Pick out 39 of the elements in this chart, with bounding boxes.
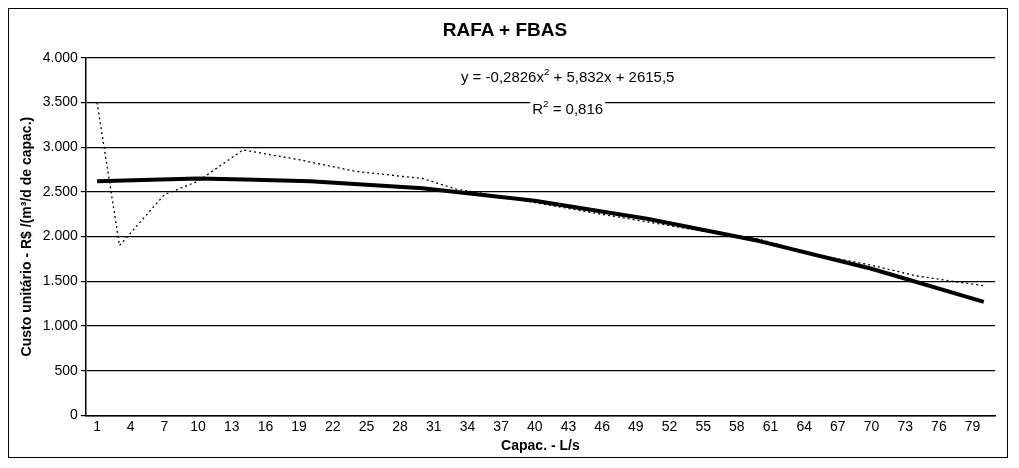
x-tick-label: 25 <box>358 417 375 434</box>
y-tick-label: 1.500 <box>42 272 79 289</box>
x-tick-label: 34 <box>459 417 476 434</box>
x-tick-label: 1 <box>93 417 102 434</box>
x-tick-label: 52 <box>661 417 678 434</box>
y-tick-label: 1.000 <box>42 316 79 333</box>
x-tick-label: 55 <box>695 417 712 434</box>
x-tick-label: 46 <box>594 417 611 434</box>
x-axis-title: Capac. - L/s <box>501 437 580 454</box>
y-tick-label: 500 <box>54 361 79 378</box>
x-tick-label: 49 <box>628 417 644 434</box>
x-tick-label: 43 <box>560 417 577 434</box>
x-tick-label: 4 <box>126 417 135 434</box>
x-tick-label: 73 <box>897 417 914 434</box>
x-tick-label: 31 <box>426 417 442 434</box>
x-tick-label: 13 <box>223 417 240 434</box>
x-tick-label: 76 <box>931 417 947 434</box>
x-tick-label: 67 <box>830 417 846 434</box>
x-tick-label: 40 <box>527 417 543 434</box>
x-tick-label: 64 <box>796 417 813 434</box>
x-tick-label: 19 <box>291 417 308 434</box>
x-tick-label: 79 <box>964 417 981 434</box>
x-tick-label: 70 <box>863 417 880 434</box>
y-tick-label: 4.000 <box>42 48 79 65</box>
y-tick-label: 2.500 <box>42 182 79 199</box>
y-axis-title: Custo unitário - R$ /(m³/d de capac.) <box>18 116 35 357</box>
y-tick-label: 2.000 <box>42 227 79 244</box>
x-tick-label: 22 <box>324 417 341 434</box>
x-tick-label: 10 <box>190 417 207 434</box>
y-tick-label: 3.500 <box>42 93 79 110</box>
x-tick-label: 16 <box>257 417 274 434</box>
x-tick-label: 37 <box>493 417 510 434</box>
x-tick-label: 7 <box>160 417 169 434</box>
x-tick-label: 61 <box>762 417 779 434</box>
chart-title: RAFA + FBAS <box>442 18 568 40</box>
y-tick-label: 3.000 <box>42 138 79 155</box>
x-tick-label: 28 <box>392 417 409 434</box>
y-tick-label: 0 <box>70 406 79 423</box>
x-tick-label: 58 <box>729 417 745 434</box>
